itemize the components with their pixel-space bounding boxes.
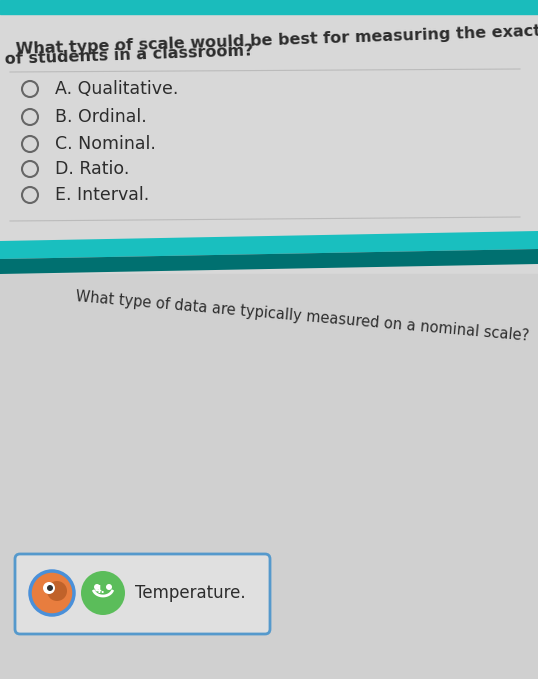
Text: C. Nominal.: C. Nominal. [55, 135, 156, 153]
Bar [0, 0, 538, 14]
Text: 4.: 4. [95, 585, 105, 595]
Polygon shape [0, 249, 538, 274]
Text: D. Ratio.: D. Ratio. [55, 160, 129, 178]
Text: A. Qualitative.: A. Qualitative. [55, 80, 179, 98]
Circle shape [30, 571, 74, 615]
Bar [0, 274, 538, 679]
Polygon shape [0, 231, 538, 259]
Text: Temperature.: Temperature. [135, 584, 246, 602]
Text: What type of data are typically measured on a nominal scale?: What type of data are typically measured… [75, 289, 530, 344]
FancyBboxPatch shape [15, 554, 270, 634]
Circle shape [106, 584, 112, 590]
Circle shape [94, 584, 100, 590]
Text: What type of scale would be best for measuring the exact number: What type of scale would be best for mea… [15, 21, 538, 57]
Text: E. Interval.: E. Interval. [55, 186, 149, 204]
Circle shape [47, 581, 67, 601]
Bar [0, 14, 538, 379]
Circle shape [47, 585, 53, 591]
Text: B. Ordinal.: B. Ordinal. [55, 108, 147, 126]
Circle shape [43, 582, 55, 594]
Circle shape [81, 571, 125, 615]
Text: of students in a classroom?: of students in a classroom? [5, 43, 254, 67]
